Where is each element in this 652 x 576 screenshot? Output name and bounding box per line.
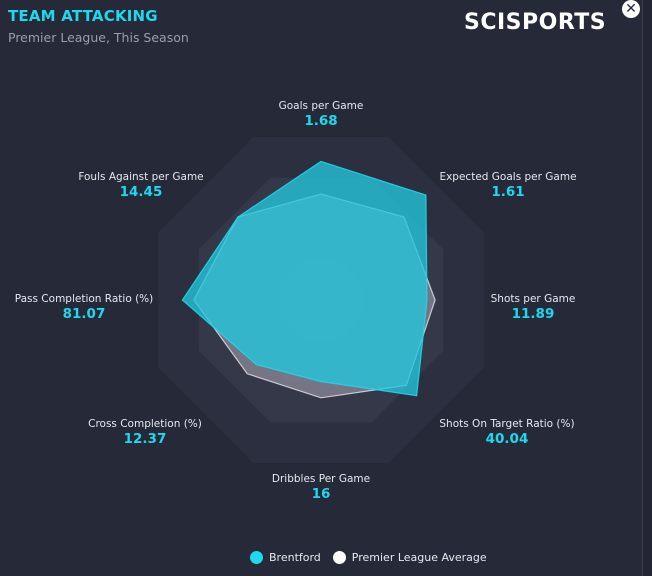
legend-swatch-brentford	[250, 551, 263, 564]
page-subtitle: Premier League, This Season	[8, 30, 189, 45]
axis-label-1: Expected Goals per Game	[439, 171, 576, 183]
axis-value-3: 40.04	[486, 431, 529, 447]
axis-value-1: 1.61	[491, 184, 524, 200]
axis-value-0: 1.68	[304, 113, 337, 129]
axis-value-6: 81.07	[63, 306, 106, 322]
axis-label-5: Cross Completion (%)	[88, 418, 202, 430]
axis-label-3: Shots On Target Ratio (%)	[439, 418, 574, 430]
axis-label-0: Goals per Game	[279, 100, 364, 112]
scisports-logo: SCISPORTS	[464, 10, 607, 35]
series-brentford-polygon	[181, 160, 428, 397]
axis-label-2: Shots per Game	[491, 293, 576, 305]
legend-label-average: Premier League Average	[351, 551, 487, 564]
close-icon[interactable]: ✕	[622, 0, 640, 18]
legend-item-average[interactable]: Premier League Average	[332, 551, 487, 564]
axis-value-7: 14.45	[120, 184, 163, 200]
axis-label-7: Fouls Against per Game	[78, 171, 203, 183]
legend-swatch-average	[332, 551, 346, 564]
legend-label-brentford: Brentford	[269, 551, 321, 564]
axis-label-4: Dribbles Per Game	[272, 473, 370, 485]
axis-value-4: 16	[312, 486, 331, 502]
chart-legend: Brentford Premier League Average	[250, 551, 493, 564]
axis-value-2: 11.89	[512, 306, 555, 322]
legend-item-brentford[interactable]: Brentford	[250, 551, 321, 564]
axis-value-5: 12.37	[124, 431, 167, 447]
page-title: TEAM ATTACKING	[8, 7, 158, 25]
axis-label-6: Pass Completion Ratio (%)	[15, 293, 154, 305]
